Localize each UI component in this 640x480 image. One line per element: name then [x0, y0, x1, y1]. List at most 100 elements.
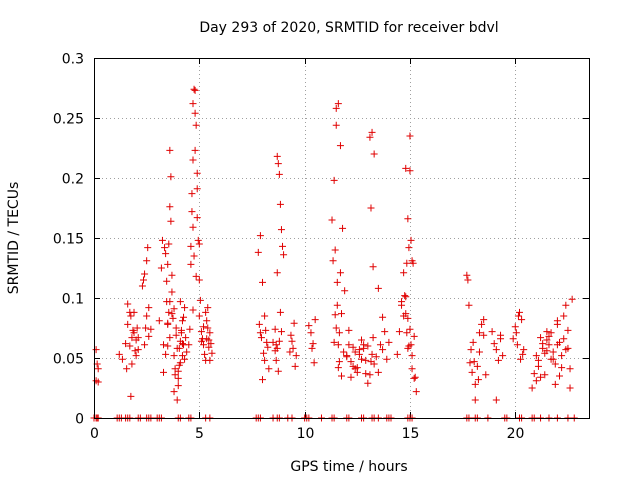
data-point	[543, 328, 551, 336]
data-point	[162, 350, 170, 358]
data-point	[349, 343, 357, 351]
data-point	[274, 367, 282, 375]
data-point	[549, 348, 557, 356]
data-point	[187, 260, 195, 268]
data-point	[556, 372, 564, 380]
data-point	[497, 335, 505, 343]
data-point	[515, 308, 523, 316]
data-point	[334, 364, 342, 372]
data-point	[471, 396, 479, 404]
x-tick-label: 0	[90, 426, 99, 442]
data-point	[395, 328, 403, 336]
data-point	[161, 244, 169, 252]
data-point	[519, 350, 527, 358]
data-point	[204, 304, 212, 312]
data-point	[174, 374, 182, 382]
data-point	[408, 365, 416, 373]
data-point	[551, 360, 559, 368]
data-point	[273, 269, 281, 277]
data-point	[541, 349, 549, 357]
data-point	[200, 341, 208, 349]
data-point	[193, 214, 201, 222]
data-point	[181, 304, 189, 312]
data-point	[175, 361, 183, 369]
data-point	[403, 329, 411, 337]
data-point	[517, 355, 525, 363]
data-point	[290, 319, 298, 327]
data-point	[176, 298, 184, 306]
data-point	[374, 368, 382, 376]
y-axis-label: SRMTID / TECUs	[6, 182, 22, 295]
data-point	[494, 356, 502, 364]
data-point	[310, 359, 318, 367]
data-point	[272, 356, 280, 364]
data-point	[202, 308, 210, 316]
data-point	[182, 334, 190, 342]
data-point	[192, 121, 200, 129]
data-point	[564, 326, 572, 334]
data-point	[355, 350, 363, 358]
data-point	[545, 341, 553, 349]
data-point	[181, 355, 189, 363]
data-point	[351, 348, 359, 356]
data-point	[168, 310, 176, 318]
data-point	[532, 352, 540, 360]
data-point	[277, 328, 285, 336]
data-point	[328, 216, 336, 224]
data-point	[187, 242, 195, 250]
data-point	[562, 301, 570, 309]
data-point	[558, 352, 566, 360]
data-point	[551, 380, 559, 388]
data-point	[330, 338, 338, 346]
data-point	[478, 320, 486, 328]
data-point	[189, 306, 197, 314]
data-point	[471, 380, 479, 388]
y-tick-label: 0.15	[53, 232, 84, 248]
data-point	[393, 350, 401, 358]
data-point	[134, 346, 142, 354]
data-point	[177, 326, 185, 334]
data-point	[92, 377, 100, 385]
data-point	[275, 337, 283, 345]
data-point	[126, 342, 134, 350]
data-point	[547, 329, 555, 337]
data-point	[560, 335, 568, 343]
data-point	[358, 355, 366, 363]
data-point	[402, 164, 410, 172]
data-point	[492, 396, 500, 404]
data-point	[541, 371, 549, 379]
data-point	[178, 317, 186, 325]
data-point	[186, 325, 194, 333]
data-point	[338, 310, 345, 318]
data-point	[309, 340, 317, 348]
data-point	[164, 319, 172, 327]
data-point	[172, 324, 180, 332]
data-point	[340, 348, 348, 356]
data-point	[364, 379, 372, 387]
data-point	[358, 336, 366, 344]
y-tick-label: 0.3	[62, 52, 84, 68]
data-point	[534, 356, 542, 364]
data-point	[307, 329, 315, 337]
data-point	[343, 352, 351, 360]
data-point	[254, 248, 262, 256]
data-point	[138, 282, 146, 290]
data-point	[366, 371, 374, 379]
data-point	[183, 348, 191, 356]
data-point	[534, 362, 542, 370]
data-point	[480, 316, 488, 324]
data-point	[410, 374, 418, 382]
data-point	[94, 365, 102, 373]
data-point	[470, 358, 478, 366]
plot-frame	[94, 58, 590, 419]
data-point	[568, 295, 576, 303]
data-point	[264, 343, 272, 351]
data-point	[369, 263, 377, 271]
data-point	[173, 344, 181, 352]
data-point	[130, 329, 138, 337]
data-point	[369, 334, 377, 342]
data-point	[305, 322, 313, 330]
data-point	[406, 167, 414, 175]
data-point	[189, 100, 197, 108]
